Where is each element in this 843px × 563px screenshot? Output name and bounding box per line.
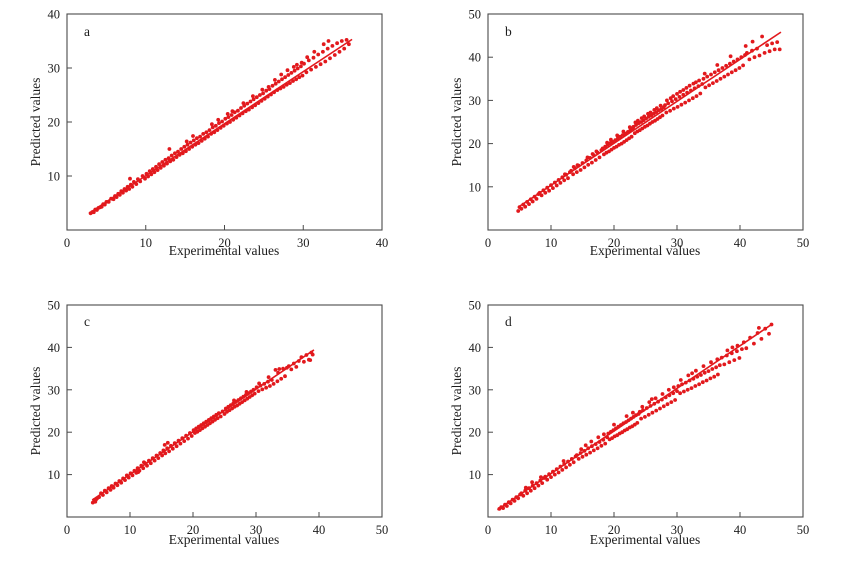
y-axis: 10 20 30 40 50 (48, 299, 72, 482)
fit-line (497, 322, 774, 511)
x-tick-label: 40 (376, 236, 389, 250)
y-tick-label: 20 (48, 116, 61, 130)
x-tick-label: 0 (485, 236, 491, 250)
x-axis: 0 10 20 30 40 50 (64, 512, 388, 537)
x-tick-label: 10 (545, 523, 558, 537)
y-tick-label: 50 (48, 299, 61, 313)
y-tick-label: 10 (469, 180, 482, 194)
panel-label-a: a (84, 24, 90, 39)
x-axis-title-c: Experimental values (168, 532, 280, 547)
plot-box (66, 304, 383, 518)
x-tick-label: 10 (545, 236, 558, 250)
y-tick-label: 40 (469, 341, 482, 355)
plot-box (487, 13, 804, 231)
scatter-plot-a: 0 10 20 30 40 10 20 30 40 (48, 8, 389, 251)
x-tick-label: 20 (218, 236, 231, 250)
y-axis-title-b: Predicted values (449, 77, 464, 167)
x-tick-label: 30 (671, 236, 684, 250)
data-points (90, 350, 315, 505)
fit-line (91, 349, 315, 501)
x-tick-label: 20 (608, 236, 621, 250)
y-tick-label: 40 (469, 51, 482, 65)
y-tick-label: 10 (48, 468, 61, 482)
y-tick-label: 10 (48, 170, 61, 184)
y-tick-label: 40 (48, 8, 61, 22)
y-tick-label: 30 (469, 383, 482, 397)
x-tick-label: 40 (734, 236, 747, 250)
y-axis-title-c: Predicted values (28, 366, 43, 456)
x-tick-label: 40 (313, 523, 326, 537)
y-tick-label: 50 (469, 299, 482, 313)
scatter-plot-c: 0 10 20 30 40 50 10 20 30 40 50 (48, 299, 389, 538)
x-tick-label: 30 (250, 523, 263, 537)
plot-box (487, 304, 804, 518)
x-tick-label: 10 (140, 236, 153, 250)
y-tick-label: 20 (469, 137, 482, 151)
y-axis-title-d: Predicted values (449, 366, 464, 456)
scatter-plot-b: 0 10 20 30 40 50 10 20 30 40 50 (469, 8, 810, 251)
panel-c: 0 10 20 30 40 50 10 20 30 40 50 c Experimental val… (0, 281, 421, 563)
x-tick-label: 0 (64, 523, 70, 537)
x-axis-title-a: Experimental values (168, 243, 280, 258)
x-tick-label: 50 (376, 523, 389, 537)
y-tick-label: 10 (469, 468, 482, 482)
y-tick-label: 20 (48, 426, 61, 440)
x-tick-label: 20 (608, 523, 621, 537)
panel-d: 0 10 20 30 40 50 10 20 30 40 50 d Experimental val… (421, 281, 843, 563)
x-tick-label: 0 (485, 523, 491, 537)
panel-b: 0 10 20 30 40 50 10 20 30 40 50 b Experimental val… (421, 0, 843, 281)
x-tick-label: 50 (797, 523, 810, 537)
x-tick-label: 30 (671, 523, 684, 537)
x-tick-label: 0 (64, 236, 70, 250)
y-axis: 10 20 30 40 (48, 8, 72, 184)
panel-a: 0 10 20 30 40 10 20 30 40 a Experimental values … (0, 0, 421, 281)
x-axis-title-b: Experimental values (589, 243, 701, 258)
x-axis: 0 10 20 30 40 (64, 225, 388, 250)
panel-label-d: d (505, 314, 512, 329)
y-tick-label: 30 (48, 62, 61, 76)
y-tick-label: 20 (469, 426, 482, 440)
y-axis: 10 20 30 40 50 (469, 299, 493, 482)
y-tick-label: 50 (469, 8, 482, 22)
x-tick-label: 50 (797, 236, 810, 250)
y-axis: 10 20 30 40 50 (469, 8, 493, 194)
data-points (88, 38, 351, 216)
x-axis: 0 10 20 30 40 50 (485, 225, 809, 250)
x-tick-label: 40 (734, 523, 747, 537)
y-axis-title-a: Predicted values (28, 77, 43, 167)
panel-label-c: c (84, 314, 90, 329)
fit-line (517, 31, 782, 208)
data-points (497, 322, 774, 511)
y-tick-label: 30 (469, 94, 482, 108)
x-axis-title-d: Experimental values (589, 532, 701, 547)
x-tick-label: 20 (187, 523, 200, 537)
x-axis: 0 10 20 30 40 50 (485, 512, 809, 537)
y-tick-label: 30 (48, 383, 61, 397)
x-tick-label: 30 (297, 236, 310, 250)
fit-line (88, 38, 353, 214)
y-tick-label: 40 (48, 341, 61, 355)
panel-label-b: b (505, 24, 512, 39)
data-points (516, 34, 782, 213)
x-tick-label: 10 (124, 523, 137, 537)
scatter-plot-d: 0 10 20 30 40 50 10 20 30 40 50 (469, 299, 810, 538)
